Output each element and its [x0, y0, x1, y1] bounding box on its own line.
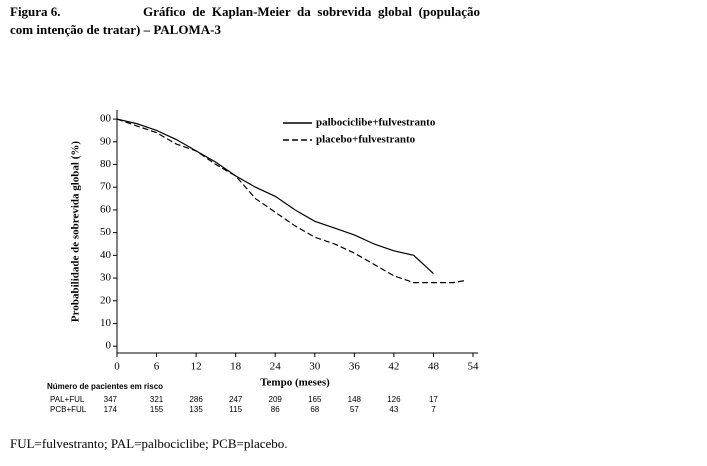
legend-label: placebo+fulvestranto: [316, 134, 416, 146]
risk-value: 68: [310, 405, 319, 414]
risk-row-label: PAL+FUL: [50, 395, 85, 404]
x-tick-label: 54: [468, 361, 480, 373]
y-tick-label: 70: [100, 181, 112, 193]
risk-value: 115: [229, 405, 242, 414]
x-tick-label: 30: [309, 361, 321, 373]
y-tick-label: 0: [106, 340, 112, 352]
x-tick-label: 6: [154, 361, 160, 373]
risk-value: 7: [431, 405, 436, 414]
risk-value: 209: [269, 395, 283, 404]
risk-value: 155: [150, 405, 164, 414]
legend-label: palbociclibe+fulvestranto: [316, 117, 436, 129]
x-tick-label: 42: [388, 361, 399, 373]
risk-value: 86: [271, 405, 280, 414]
risk-value: 126: [387, 395, 401, 404]
chart-title: Gráfico de Kaplan-Meier da sobrevida glo…: [10, 4, 480, 37]
risk-value: 286: [189, 395, 203, 404]
footnote: FUL=fulvestranto; PAL=palbociclibe; PCB=…: [10, 436, 288, 451]
risk-value: 135: [189, 405, 203, 414]
x-tick-label: 48: [428, 361, 440, 373]
risk-value: 17: [429, 395, 438, 404]
figure-heading: Figura 6. Gráfico de Kaplan-Meier da sobr…: [10, 3, 480, 39]
x-tick-label: 0: [114, 361, 120, 373]
y-tick-label: 30: [100, 272, 112, 284]
survival-curve: [116, 118, 434, 274]
y-tick-label: 80: [100, 158, 112, 170]
risk-value: 165: [308, 395, 322, 404]
risk-table-title: Número de pacientes em risco: [47, 382, 163, 391]
y-tick-label: 20: [100, 294, 112, 306]
x-tick-label: 24: [270, 361, 282, 373]
y-axis-label: Probabilidade de sobrevida global (%): [70, 141, 82, 322]
risk-value: 321: [150, 395, 164, 404]
y-tick-label: 00: [100, 113, 112, 125]
x-tick-label: 12: [191, 361, 202, 373]
y-tick-label: 10: [100, 317, 112, 329]
risk-value: 43: [389, 405, 398, 414]
x-tick-label: 36: [349, 361, 361, 373]
survival-curve: [116, 118, 467, 284]
risk-value: 247: [229, 395, 243, 404]
y-tick-label: 60: [100, 203, 112, 215]
y-tick-label: 50: [100, 226, 112, 238]
x-tick-label: 18: [230, 361, 242, 373]
figure-label: Figura 6.: [10, 4, 61, 19]
risk-value: 174: [104, 405, 118, 414]
risk-value: 347: [104, 395, 118, 404]
y-tick-label: 40: [100, 249, 112, 261]
risk-value: 57: [350, 405, 359, 414]
risk-row-label: PCB+FUL: [50, 405, 87, 414]
risk-value: 148: [348, 395, 362, 404]
x-axis-label: Tempo (meses): [260, 377, 330, 389]
y-tick-label: 90: [100, 135, 112, 147]
